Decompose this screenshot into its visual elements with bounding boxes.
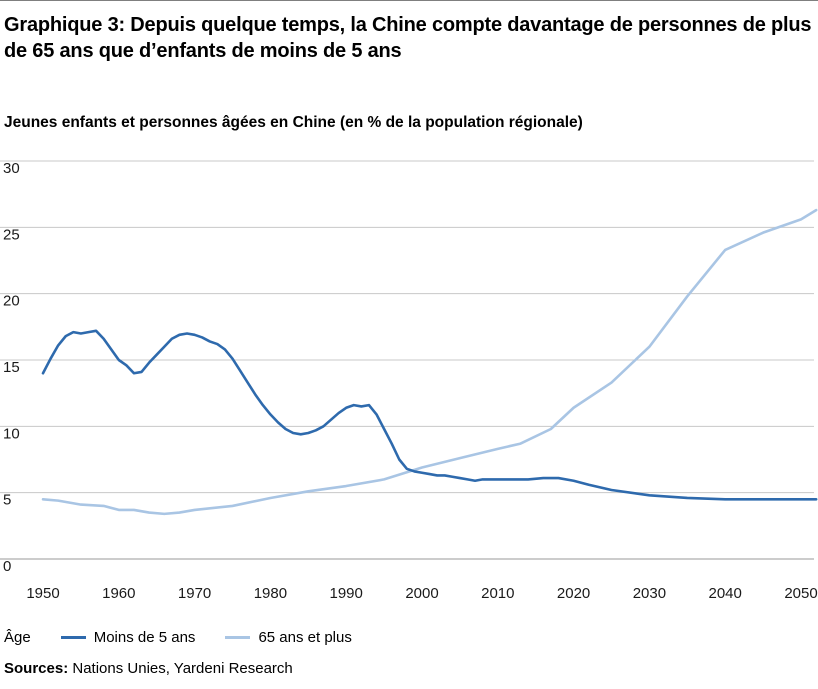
sources-text: Nations Unies, Yardeni Research [68, 660, 293, 677]
x-tick-label: 2050 [784, 585, 817, 602]
y-tick-label: 15 [3, 359, 20, 376]
x-tick-label: 1980 [254, 585, 287, 602]
x-tick-label: 2010 [481, 585, 514, 602]
legend-swatch-65-ans-et-plus [225, 635, 251, 639]
x-tick-label: 2000 [405, 585, 438, 602]
line-chart: 0 5 10 15 20 25 30 1950 1960 1970 1980 1990 2000 201… [0, 160, 818, 602]
x-tick-label: 1970 [178, 585, 211, 602]
x-tick-label: 1950 [26, 585, 59, 602]
legend-label-moins-de-5-ans: Moins de 5 ans [93, 628, 196, 646]
legend: Âge Moins de 5 ans 65 ans et plus [4, 626, 382, 648]
y-tick-label: 20 [3, 293, 20, 310]
top-rule [0, 0, 818, 1]
legend-swatch-moins-de-5-ans [60, 635, 86, 639]
x-tick-label: 2030 [633, 585, 666, 602]
chart-title: Graphique 3: Depuis quelque temps, la Ch… [4, 14, 812, 62]
y-tick-label: 5 [3, 492, 11, 509]
y-tick-label: 10 [3, 425, 20, 442]
legend-item-moins-de-5-ans: Moins de 5 ans [60, 628, 196, 646]
sources-note: Sources: Nations Unies, Yardeni Research [4, 660, 293, 677]
sources-label: Sources: [4, 660, 69, 677]
legend-label-65-ans-et-plus: 65 ans et plus [258, 628, 352, 646]
y-tick-label: 0 [3, 558, 11, 575]
series-line-moins-de-5-ans [41, 329, 818, 501]
x-tick-label: 1990 [330, 585, 363, 602]
chart-subtitle: Jeunes enfants et personnes âgées en Chi… [4, 114, 583, 131]
series-lines [41, 208, 818, 516]
y-tick-label: 25 [3, 226, 20, 243]
legend-title: Âge [4, 628, 31, 646]
legend-item-65-ans-et-plus: 65 ans et plus [225, 628, 352, 646]
x-axis-ticks: 1950 1960 1970 1980 1990 2000 2010 2020 2030 2040… [26, 585, 817, 602]
x-tick-label: 2020 [557, 585, 590, 602]
y-tick-label: 30 [3, 160, 20, 177]
series-line-65-ans-et-plus [41, 208, 818, 516]
x-tick-label: 2040 [709, 585, 742, 602]
y-axis-ticks: 0 5 10 15 20 25 30 [3, 160, 20, 575]
x-tick-label: 1960 [102, 585, 135, 602]
gridlines [0, 160, 814, 560]
